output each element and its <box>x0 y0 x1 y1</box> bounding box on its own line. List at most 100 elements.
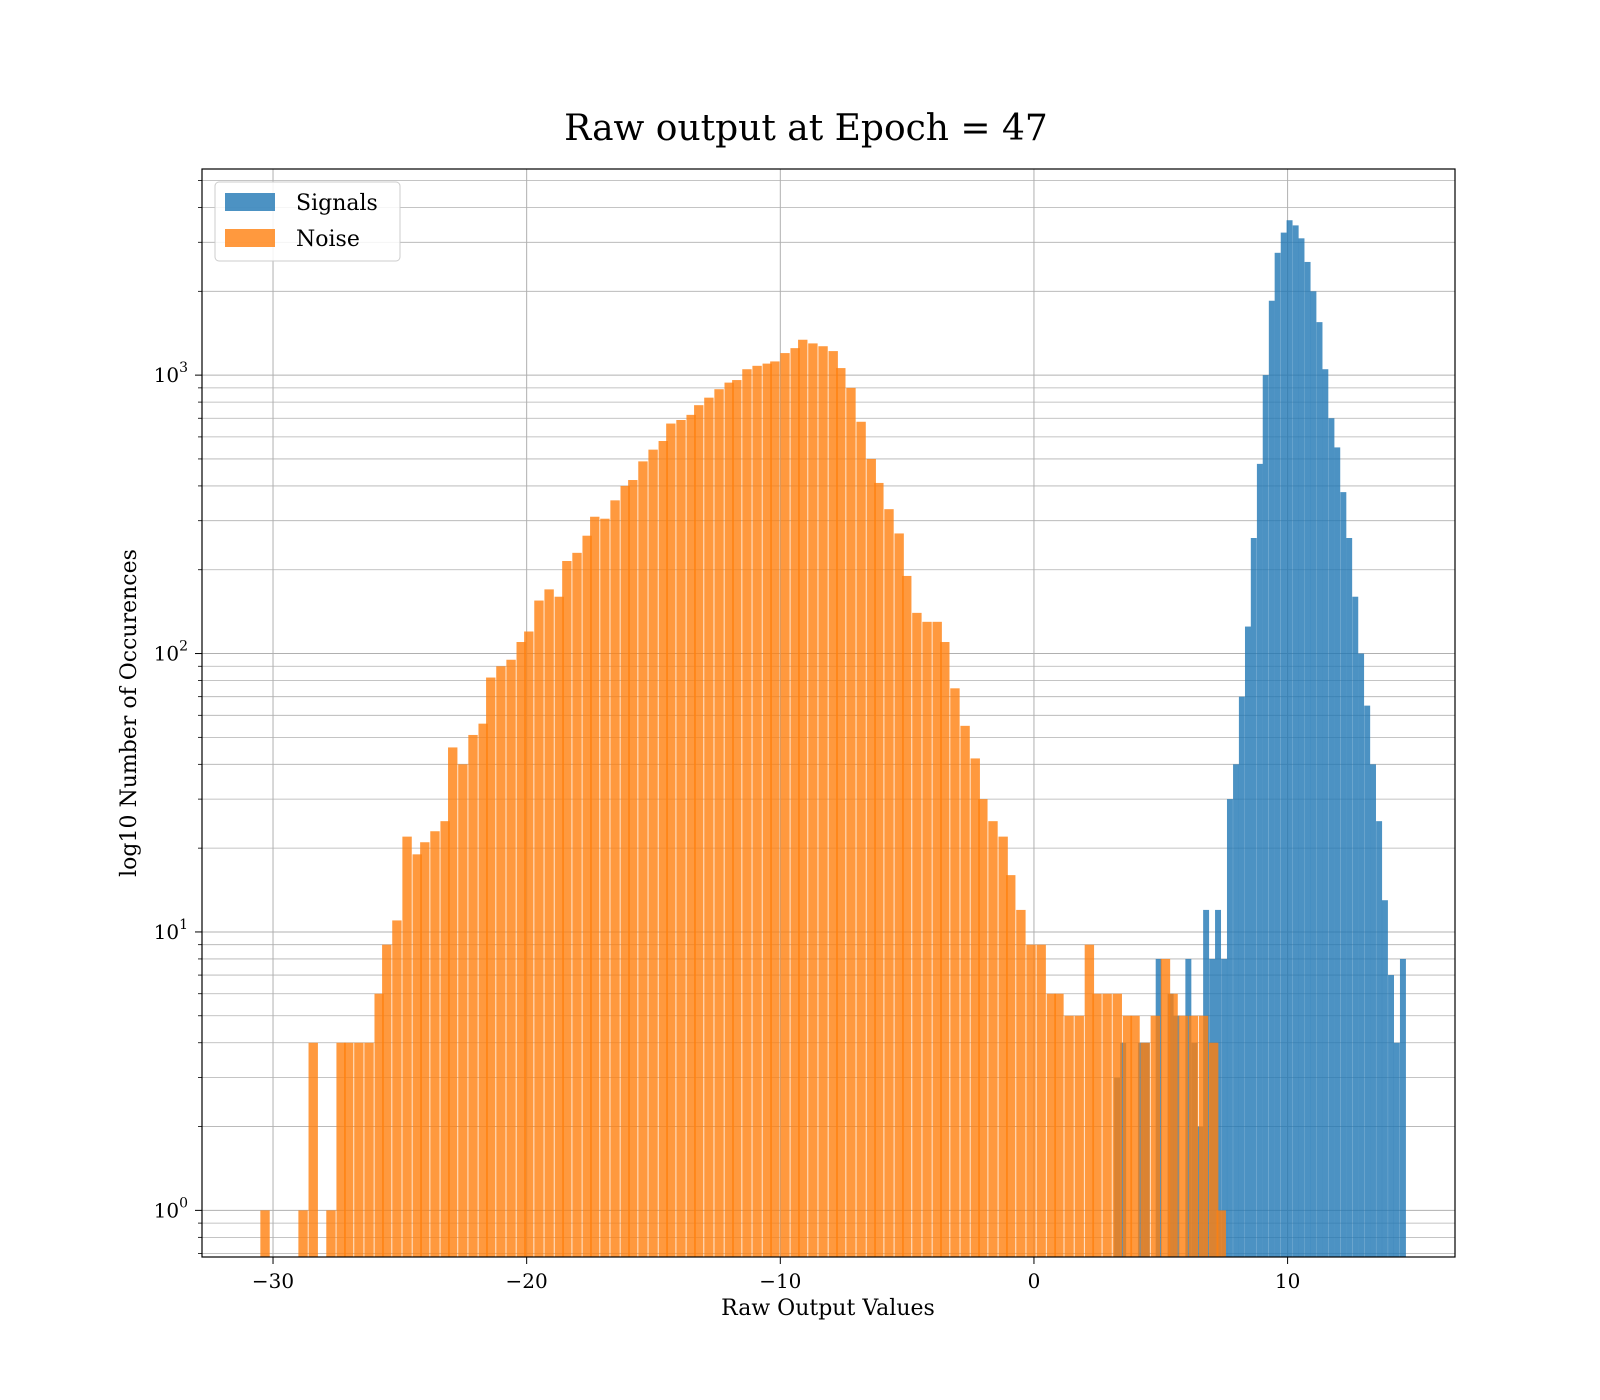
noise-bar <box>554 596 564 1257</box>
noise-bar <box>932 621 942 1257</box>
noise-bar <box>894 533 904 1257</box>
x-tick-label: 10 <box>1275 1269 1300 1293</box>
noise-bar <box>950 688 960 1257</box>
noise-bar <box>998 836 1008 1257</box>
noise-bar <box>732 380 742 1257</box>
signals-bar <box>1334 447 1341 1257</box>
noise-bar <box>638 461 648 1258</box>
noise-bar <box>912 612 922 1257</box>
noise-bar <box>1208 1042 1219 1257</box>
noise-bar <box>524 631 534 1257</box>
signals-bar <box>1310 291 1317 1257</box>
noise-bar <box>392 920 402 1257</box>
noise-bar <box>762 363 772 1258</box>
noise-bar <box>874 482 884 1258</box>
noise-bar <box>374 993 384 1257</box>
noise-bar <box>790 348 800 1258</box>
noise-bar <box>1054 993 1064 1257</box>
noise-bar <box>1074 1015 1084 1257</box>
legend-label-noise: Noise <box>296 227 360 252</box>
y-tick-label: 103 <box>154 360 188 387</box>
signals-bar <box>1185 958 1192 1257</box>
noise-bar <box>344 1042 354 1257</box>
noise-bar <box>714 389 724 1257</box>
noise-bar <box>600 518 610 1257</box>
signals-bar <box>1280 232 1287 1257</box>
signals-bar <box>1340 492 1347 1258</box>
noise-bar <box>648 449 658 1258</box>
signals-bar <box>1256 463 1263 1257</box>
noise-bar <box>402 836 412 1257</box>
signals-bar <box>1322 369 1329 1257</box>
noise-bar <box>468 734 478 1257</box>
signals-bar <box>1233 764 1240 1257</box>
noise-bar <box>686 414 696 1258</box>
noise-bar <box>572 552 582 1257</box>
x-axis-label: Raw Output Values <box>721 1296 935 1321</box>
noise-bar <box>742 369 752 1257</box>
noise-bar <box>694 405 704 1258</box>
noise-bar <box>1198 1015 1209 1257</box>
noise-bar <box>836 368 846 1257</box>
noise-bar <box>478 723 488 1257</box>
noise-bar <box>440 821 450 1257</box>
noise-bar <box>856 421 866 1257</box>
noise-bar <box>610 500 620 1257</box>
noise-bar <box>486 677 496 1257</box>
signals-bar <box>1393 1042 1400 1257</box>
noise-bar <box>506 659 516 1257</box>
noise-bar <box>658 440 668 1257</box>
noise-bar <box>308 1042 318 1257</box>
noise-bar <box>1026 944 1036 1257</box>
noise-bar <box>1016 909 1026 1257</box>
bars <box>260 220 1406 1258</box>
noise-bar <box>562 560 572 1257</box>
y-tick-label: 100 <box>154 1195 188 1222</box>
noise-bar <box>298 1210 308 1257</box>
x-tick-label: −20 <box>506 1269 548 1293</box>
plot-frame <box>201 168 1456 1258</box>
signals-bar <box>1262 375 1269 1258</box>
noise-bar <box>1084 944 1095 1257</box>
legend-label-signals: Signals <box>296 191 378 216</box>
noise-bar <box>666 423 676 1257</box>
signals-bar <box>1381 900 1388 1257</box>
noise-bar <box>1006 875 1016 1257</box>
noise-bar <box>1122 1015 1133 1257</box>
noise-bar <box>780 353 790 1257</box>
x-tick-label: −10 <box>759 1269 801 1293</box>
signals-bar <box>1286 220 1293 1257</box>
noise-bar <box>382 944 392 1257</box>
noise-bar <box>582 535 592 1257</box>
signals-bar <box>1221 958 1228 1257</box>
noise-bar <box>420 842 430 1257</box>
signals-bar <box>1328 418 1335 1258</box>
signals-bar <box>1364 705 1371 1257</box>
legend: Signals Noise <box>214 181 401 262</box>
signals-bar <box>1268 300 1275 1258</box>
noise-bar <box>866 458 876 1257</box>
signals-bar <box>1298 238 1305 1257</box>
noise-bar <box>704 397 714 1258</box>
noise-bar <box>1150 1015 1161 1257</box>
legend-swatch-signals <box>225 193 275 211</box>
signals-bar <box>1370 764 1376 1257</box>
noise-bar <box>1168 993 1178 1257</box>
axis-ticks: 100 101 102 103 −30 −20 −10 0 10 <box>154 180 1300 1293</box>
chart-title: Raw output at Epoch = 47 <box>564 108 1048 149</box>
noise-bar <box>496 666 506 1257</box>
noise-bar <box>960 725 970 1257</box>
noise-bar <box>978 799 988 1257</box>
noise-bar <box>1064 1015 1074 1257</box>
signals-bar <box>1352 596 1359 1257</box>
noise-bar <box>922 621 932 1257</box>
signals-bar <box>1238 696 1245 1257</box>
noise-bar <box>828 351 838 1257</box>
signals-bar <box>1358 653 1365 1257</box>
noise-bar <box>412 854 422 1257</box>
noise-bar <box>1140 1042 1150 1257</box>
noise-bar <box>1216 1210 1226 1257</box>
signals-bar <box>1376 821 1383 1257</box>
noise-bar <box>448 747 458 1257</box>
noise-bar <box>364 1042 374 1257</box>
